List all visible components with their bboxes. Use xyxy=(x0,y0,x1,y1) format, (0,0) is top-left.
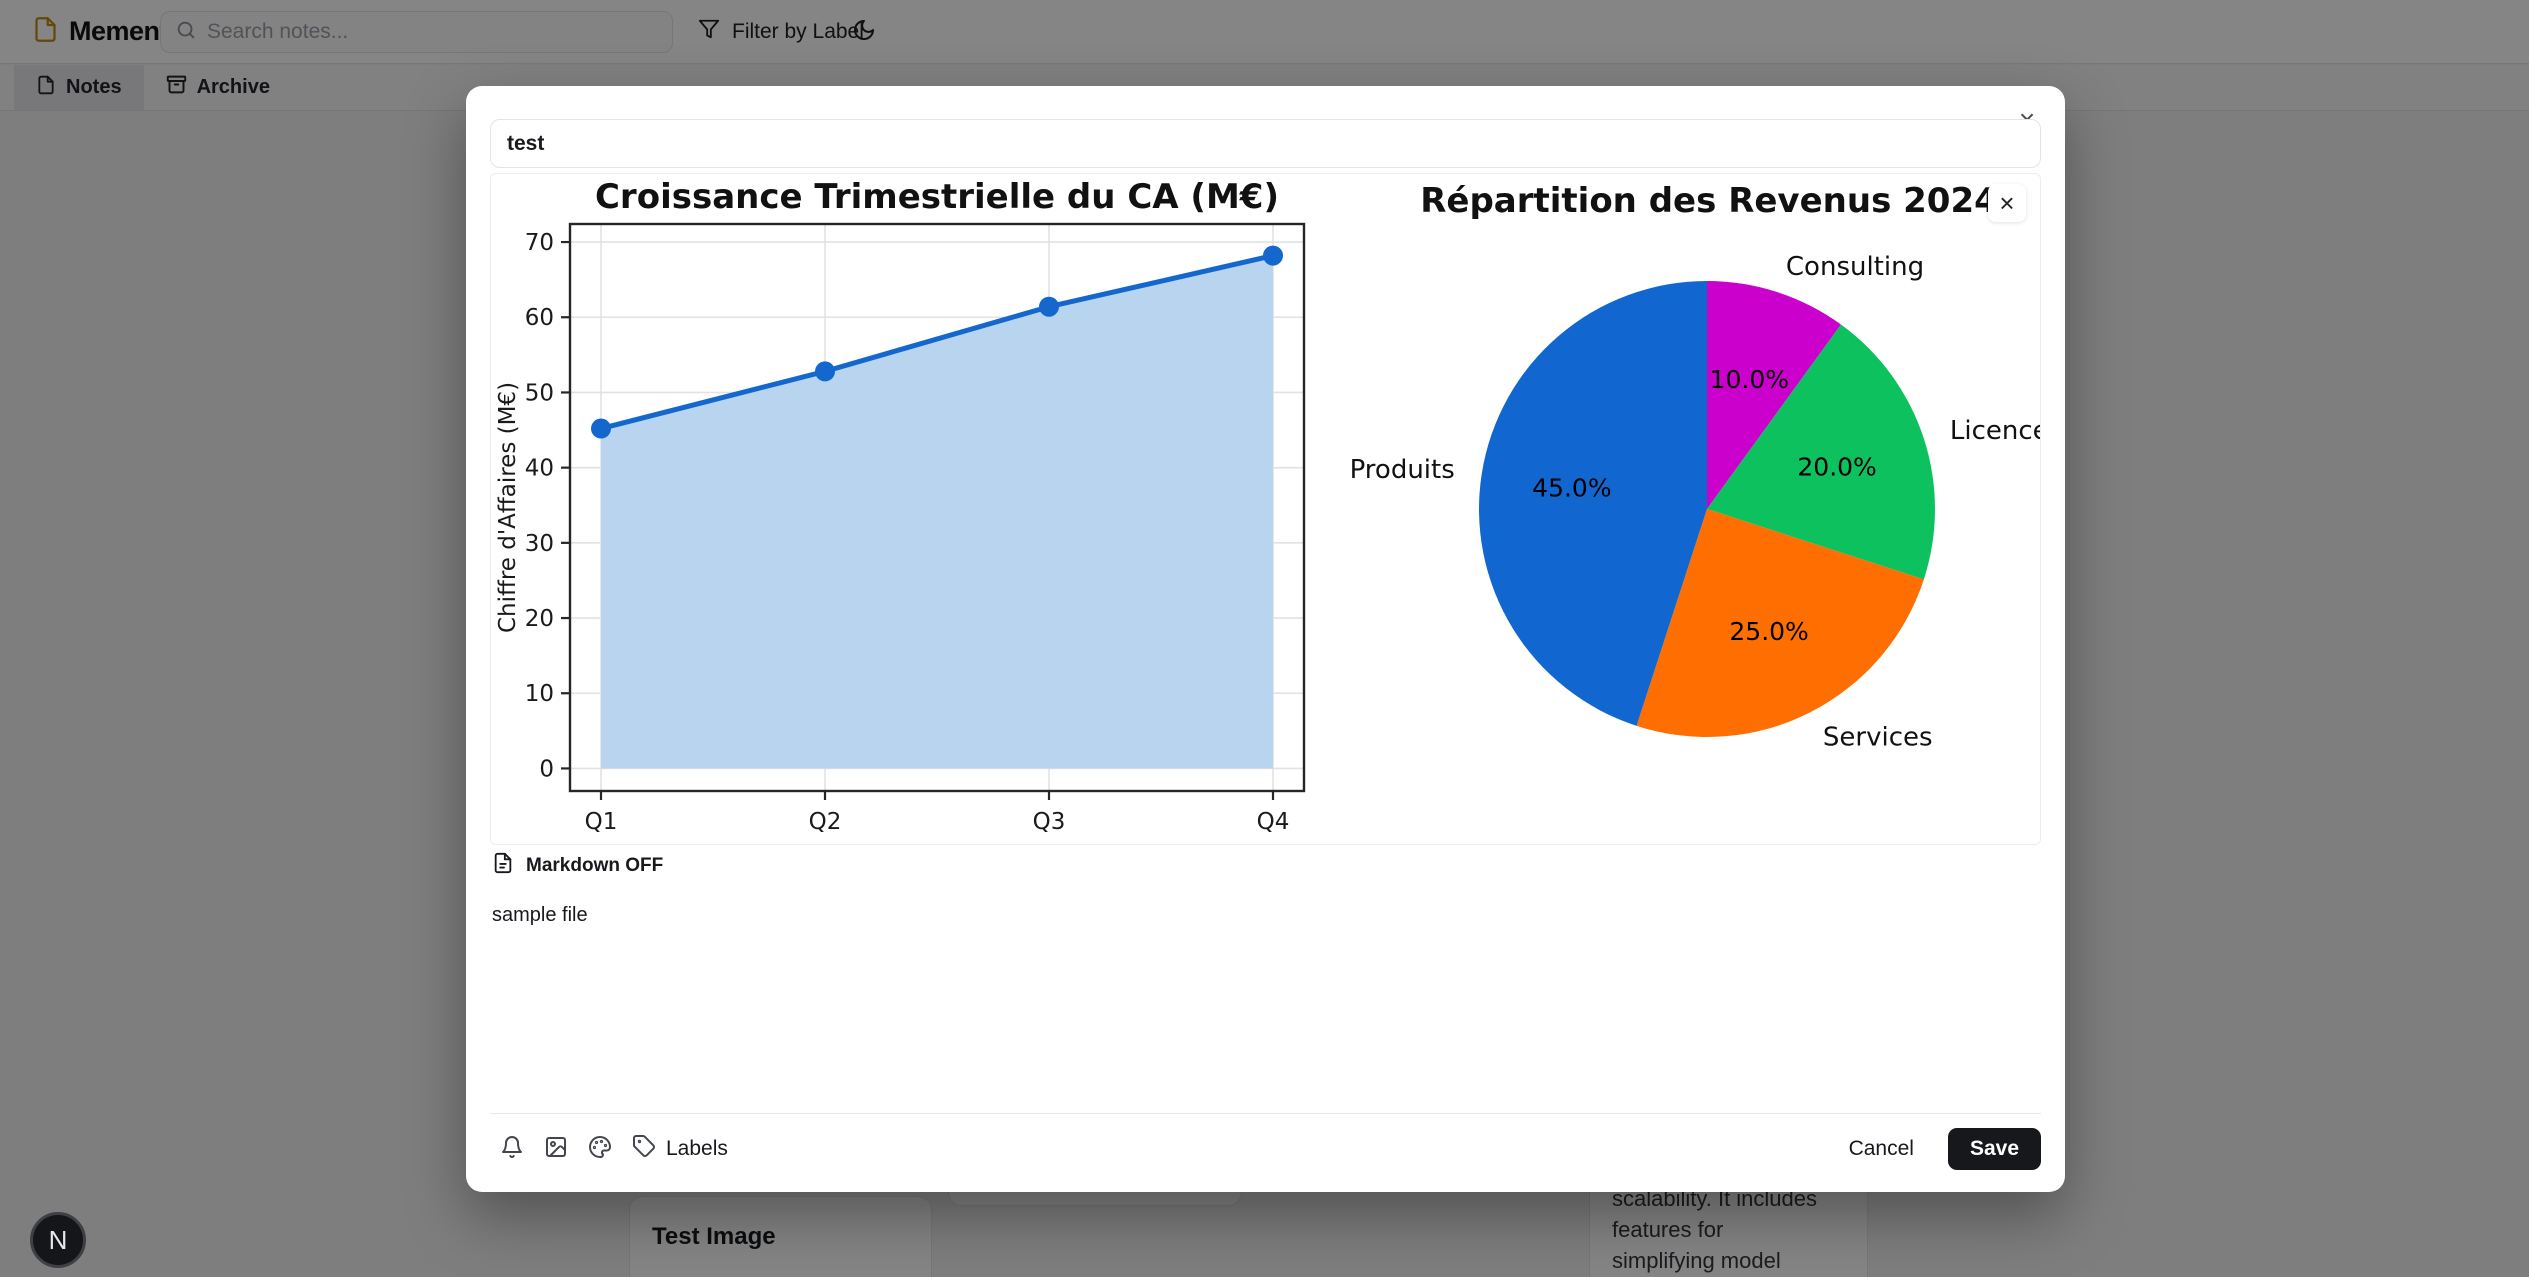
tag-icon xyxy=(632,1134,656,1164)
svg-text:Services: Services xyxy=(1823,723,1933,753)
note-card-body: scalability. It includes features for si… xyxy=(1612,1183,1845,1277)
filter-funnel-icon xyxy=(698,18,720,46)
search-box[interactable] xyxy=(160,11,673,53)
tab-notes-label: Notes xyxy=(66,76,122,98)
dark-mode-toggle[interactable] xyxy=(846,14,882,50)
note-editor-modal: × 0 10 20 30 40 50 60 70 Q1 Q2 Q3 Q4 Croissance Trim… xyxy=(466,86,2065,1192)
tab-archive-label: Archive xyxy=(196,76,270,98)
svg-text:Q1: Q1 xyxy=(585,809,618,835)
image-icon xyxy=(544,1135,568,1164)
note-file-icon xyxy=(36,75,56,101)
note-card-title: Test Image xyxy=(652,1223,776,1250)
svg-text:45.0%: 45.0% xyxy=(1532,474,1611,503)
svg-text:Licences: Licences xyxy=(1950,416,2041,446)
svg-text:Répartition des Revenus 2024: Répartition des Revenus 2024 xyxy=(1420,181,1998,221)
pie-chart: 10.0% Consulting 20.0% Licences 25.0% Service… xyxy=(1332,174,2041,844)
markdown-toggle-label: Markdown OFF xyxy=(526,855,664,876)
footer-divider xyxy=(490,1113,2041,1114)
tab-archive[interactable]: Archive xyxy=(144,65,292,110)
labels-button-label: Labels xyxy=(666,1137,728,1160)
note-title-input[interactable] xyxy=(490,119,2041,168)
search-input[interactable] xyxy=(207,20,658,44)
moon-icon xyxy=(852,18,876,47)
svg-text:30: 30 xyxy=(525,531,554,557)
svg-text:Q3: Q3 xyxy=(1033,809,1066,835)
cancel-button[interactable]: Cancel xyxy=(1823,1127,1940,1171)
search-icon xyxy=(175,19,197,46)
file-text-icon xyxy=(492,852,514,880)
tab-notes[interactable]: Notes xyxy=(14,65,144,110)
file-logo-icon xyxy=(32,16,59,48)
add-image-button[interactable] xyxy=(534,1127,578,1171)
reminder-button[interactable] xyxy=(490,1127,534,1171)
svg-text:0: 0 xyxy=(539,756,554,782)
svg-text:Produits: Produits xyxy=(1350,455,1455,485)
note-card-test-image[interactable]: Test Image Avec image xyxy=(629,1196,932,1277)
svg-text:10: 10 xyxy=(525,681,554,707)
remove-image-button[interactable]: × xyxy=(1988,184,2026,222)
attached-charts-image: 0 10 20 30 40 50 60 70 Q1 Q2 Q3 Q4 Croissance Trimes… xyxy=(490,173,2041,845)
note-card-body-line2: simplifying model deployment and ... xyxy=(1612,1248,1781,1273)
dev-indicator-button[interactable]: N xyxy=(30,1212,86,1268)
svg-text:60: 60 xyxy=(525,305,554,331)
svg-text:20: 20 xyxy=(525,606,554,632)
modal-toolbar: Labels Cancel Save xyxy=(490,1126,2041,1172)
svg-text:70: 70 xyxy=(525,230,554,256)
svg-text:Q2: Q2 xyxy=(809,809,842,835)
svg-text:Chiffre d'Affaires (M€): Chiffre d'Affaires (M€) xyxy=(495,382,521,633)
filter-by-label-button[interactable]: Filter by Label xyxy=(686,12,876,52)
svg-text:20.0%: 20.0% xyxy=(1797,453,1876,482)
svg-text:Consulting: Consulting xyxy=(1786,252,1924,282)
svg-text:50: 50 xyxy=(525,380,554,406)
top-bar: Memento Filter by Label xyxy=(0,0,2529,64)
line-chart: 0 10 20 30 40 50 60 70 Q1 Q2 Q3 Q4 Croissance Trimes… xyxy=(491,174,1332,844)
save-button[interactable]: Save xyxy=(1947,1128,2041,1170)
bell-icon xyxy=(500,1135,524,1164)
note-content-area[interactable]: sample file xyxy=(492,904,588,926)
markdown-toggle[interactable]: Markdown OFF xyxy=(492,852,663,880)
palette-icon xyxy=(588,1135,612,1164)
filter-by-label-text: Filter by Label xyxy=(732,20,864,43)
remove-image-icon: × xyxy=(1999,187,2015,218)
svg-text:10.0%: 10.0% xyxy=(1710,365,1789,394)
labels-button[interactable]: Labels xyxy=(622,1134,738,1164)
svg-text:25.0%: 25.0% xyxy=(1729,617,1808,646)
svg-text:40: 40 xyxy=(525,456,554,482)
archive-icon xyxy=(166,74,187,101)
color-button[interactable] xyxy=(578,1127,622,1171)
svg-text:Croissance Trimestrielle du CA: Croissance Trimestrielle du CA (M€) xyxy=(595,177,1279,217)
svg-text:Q4: Q4 xyxy=(1257,809,1290,835)
